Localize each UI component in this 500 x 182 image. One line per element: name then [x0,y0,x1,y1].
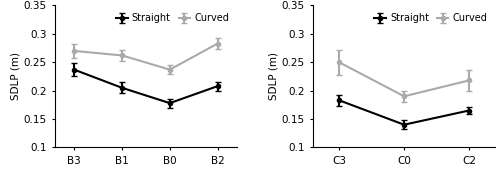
Legend: Straight, Curved: Straight, Curved [114,10,232,26]
Legend: Straight, Curved: Straight, Curved [372,10,490,26]
Y-axis label: SDLP (m): SDLP (m) [269,52,279,100]
Y-axis label: SDLP (m): SDLP (m) [11,52,21,100]
